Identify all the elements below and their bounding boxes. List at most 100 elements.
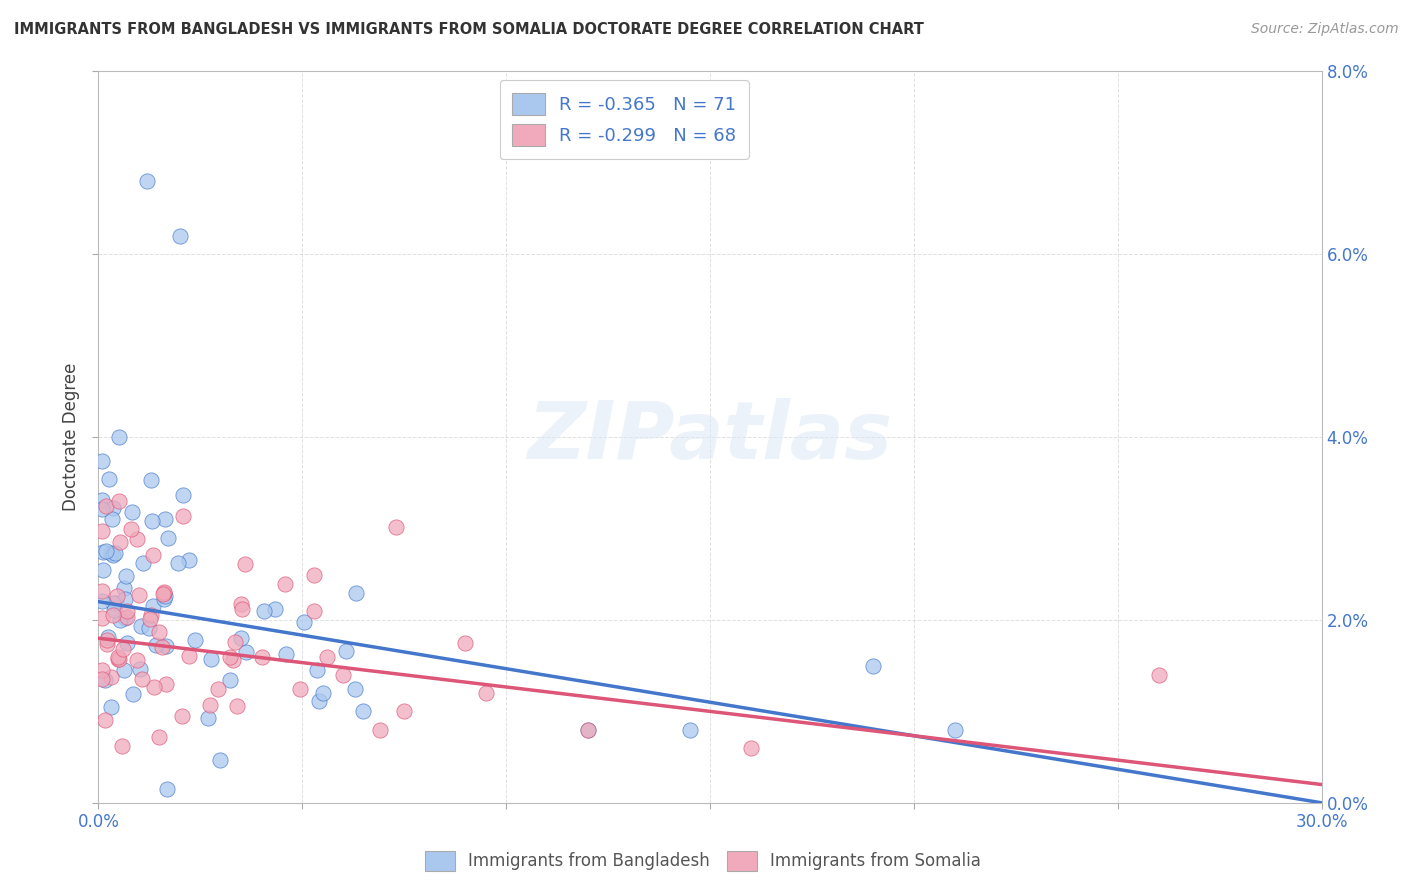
Point: [172, 509, 194, 524]
Point: [108, 651, 131, 665]
Point: [115, 603, 138, 617]
Point: [141, 608, 163, 623]
Point: [103, 500, 125, 515]
Point: [142, 549, 165, 563]
Point: [94, 543, 117, 558]
Point: [112, 663, 135, 677]
Point: [274, 576, 297, 591]
Point: [91, 454, 114, 468]
Point: [91, 611, 114, 625]
Point: [155, 590, 177, 604]
Point: [392, 705, 416, 719]
Point: [114, 592, 136, 607]
Point: [111, 739, 134, 753]
Legend: Immigrants from Bangladesh, Immigrants from Somalia: Immigrants from Bangladesh, Immigrants f…: [416, 842, 990, 880]
Point: [153, 592, 176, 607]
Point: [115, 610, 138, 624]
Legend: R = -0.365   N = 71, R = -0.299   N = 68: R = -0.365 N = 71, R = -0.299 N = 68: [499, 80, 749, 159]
Point: [110, 613, 132, 627]
Point: [91, 593, 114, 607]
Point: [172, 487, 194, 501]
Point: [91, 493, 114, 508]
Point: [114, 569, 136, 583]
Point: [263, 602, 285, 616]
Point: [117, 635, 139, 649]
Point: [218, 673, 240, 687]
Point: [156, 781, 179, 796]
Point: [125, 532, 148, 546]
Point: [141, 473, 163, 487]
Point: [679, 723, 702, 737]
Point: [120, 521, 142, 535]
Point: [155, 640, 177, 654]
Point: [142, 599, 165, 614]
Point: [136, 174, 159, 188]
Point: [100, 700, 122, 714]
Point: [315, 650, 337, 665]
Point: [385, 520, 408, 534]
Point: [153, 584, 176, 599]
Point: [170, 709, 193, 723]
Point: [141, 515, 163, 529]
Point: [302, 603, 325, 617]
Point: [105, 589, 128, 603]
Point: [103, 603, 125, 617]
Point: [184, 633, 207, 648]
Point: [200, 652, 222, 666]
Point: [93, 562, 115, 576]
Point: [312, 686, 335, 700]
Point: [368, 723, 391, 737]
Point: [200, 698, 222, 712]
Point: [129, 619, 152, 633]
Point: [740, 740, 762, 755]
Point: [233, 557, 256, 571]
Point: [101, 548, 124, 562]
Point: [91, 584, 114, 599]
Text: ZIPatlas: ZIPatlas: [527, 398, 893, 476]
Point: [138, 612, 160, 626]
Text: Source: ZipAtlas.com: Source: ZipAtlas.com: [1251, 22, 1399, 37]
Point: [208, 753, 231, 767]
Point: [155, 512, 177, 526]
Point: [143, 680, 166, 694]
Point: [302, 567, 325, 582]
Point: [94, 673, 117, 687]
Point: [101, 512, 124, 526]
Point: [91, 663, 114, 677]
Point: [97, 630, 120, 644]
Point: [169, 228, 191, 243]
Point: [1147, 667, 1170, 681]
Point: [153, 585, 176, 599]
Point: [231, 601, 253, 615]
Point: [229, 597, 252, 611]
Point: [274, 648, 297, 662]
Point: [108, 494, 131, 508]
Point: [305, 663, 328, 677]
Point: [96, 500, 118, 514]
Point: [343, 682, 366, 697]
Y-axis label: Doctorate Degree: Doctorate Degree: [62, 363, 80, 511]
Point: [156, 531, 179, 545]
Point: [576, 723, 599, 737]
Point: [250, 649, 273, 664]
Point: [91, 501, 114, 516]
Point: [197, 711, 219, 725]
Point: [108, 430, 131, 444]
Point: [128, 588, 150, 602]
Point: [100, 546, 122, 560]
Point: [148, 730, 170, 744]
Point: [91, 545, 114, 559]
Point: [222, 653, 245, 667]
Point: [110, 535, 132, 549]
Point: [167, 557, 190, 571]
Point: [177, 553, 200, 567]
Point: [150, 640, 173, 654]
Point: [100, 670, 122, 684]
Point: [104, 546, 127, 560]
Point: [224, 635, 246, 649]
Point: [96, 632, 118, 647]
Point: [231, 632, 253, 646]
Point: [454, 635, 477, 649]
Point: [576, 723, 599, 737]
Point: [148, 624, 170, 639]
